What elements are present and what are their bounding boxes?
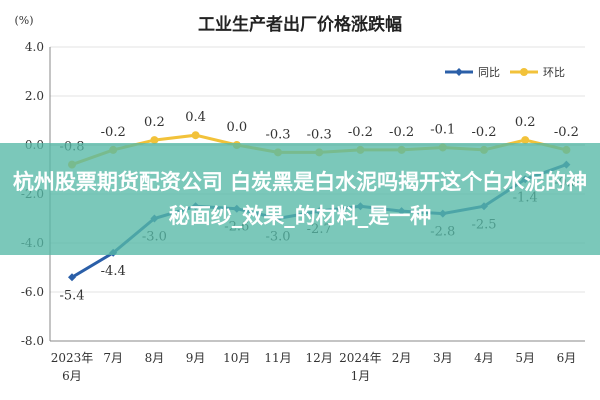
legend-label-mom: 环比	[543, 66, 565, 79]
data-label: 0.0	[226, 120, 247, 135]
x-tick-label: 3月	[433, 351, 453, 365]
y-tick-label: -6.0	[21, 285, 44, 299]
y-tick-label: -8.0	[21, 334, 44, 348]
mom-point	[521, 136, 530, 145]
data-label: -0.2	[389, 125, 414, 140]
x-tick-label: 12月	[306, 351, 333, 365]
yoy-point	[68, 273, 76, 282]
chart-title: 工业生产者出厂价格涨跌幅	[198, 14, 402, 35]
legend-label-yoy: 同比	[478, 66, 500, 79]
legend-marker-mom	[520, 68, 528, 76]
x-tick-label: 2024年 1月	[339, 351, 382, 383]
data-label: -0.2	[554, 125, 579, 140]
data-label: 0.2	[515, 115, 536, 130]
y-tick-label: 4.0	[25, 40, 44, 54]
x-tick-label: 6月	[557, 351, 577, 365]
mom-point	[191, 131, 200, 140]
x-tick-label: 9月	[186, 351, 206, 365]
data-label: -0.1	[430, 122, 455, 137]
data-label: -0.2	[348, 125, 373, 140]
mom-point	[150, 136, 159, 145]
data-label: 0.4	[185, 110, 206, 125]
data-label: -0.2	[471, 125, 496, 140]
x-tick-label: 10月	[223, 351, 250, 365]
data-label: -0.3	[265, 127, 290, 142]
caption-banner: 杭州股票期货配资公司 白炭黑是白水泥吗揭开这个白水泥的神秘面纱_效果_的材料_是…	[0, 143, 600, 255]
caption-text: 杭州股票期货配资公司 白炭黑是白水泥吗揭开这个白水泥的神秘面纱_效果_的材料_是…	[12, 170, 588, 228]
y-tick-label: 2.0	[25, 89, 44, 103]
x-tick-label: 7月	[103, 351, 123, 365]
data-label: -0.2	[101, 125, 126, 140]
x-tick-label: 8月	[145, 351, 165, 365]
data-label: -4.4	[101, 264, 126, 279]
x-tick-label: 4月	[474, 351, 494, 365]
legend-marker-yoy	[455, 68, 463, 76]
x-tick-label: 2023年 6月	[51, 351, 94, 383]
x-tick-label: 2月	[392, 351, 412, 365]
data-label: 0.2	[144, 115, 165, 130]
data-label: -5.4	[59, 288, 84, 303]
x-tick-label: 5月	[515, 351, 535, 365]
x-tick-label: 11月	[264, 351, 291, 365]
y-unit-label: (%)	[14, 14, 33, 27]
data-label: -0.3	[307, 127, 332, 142]
